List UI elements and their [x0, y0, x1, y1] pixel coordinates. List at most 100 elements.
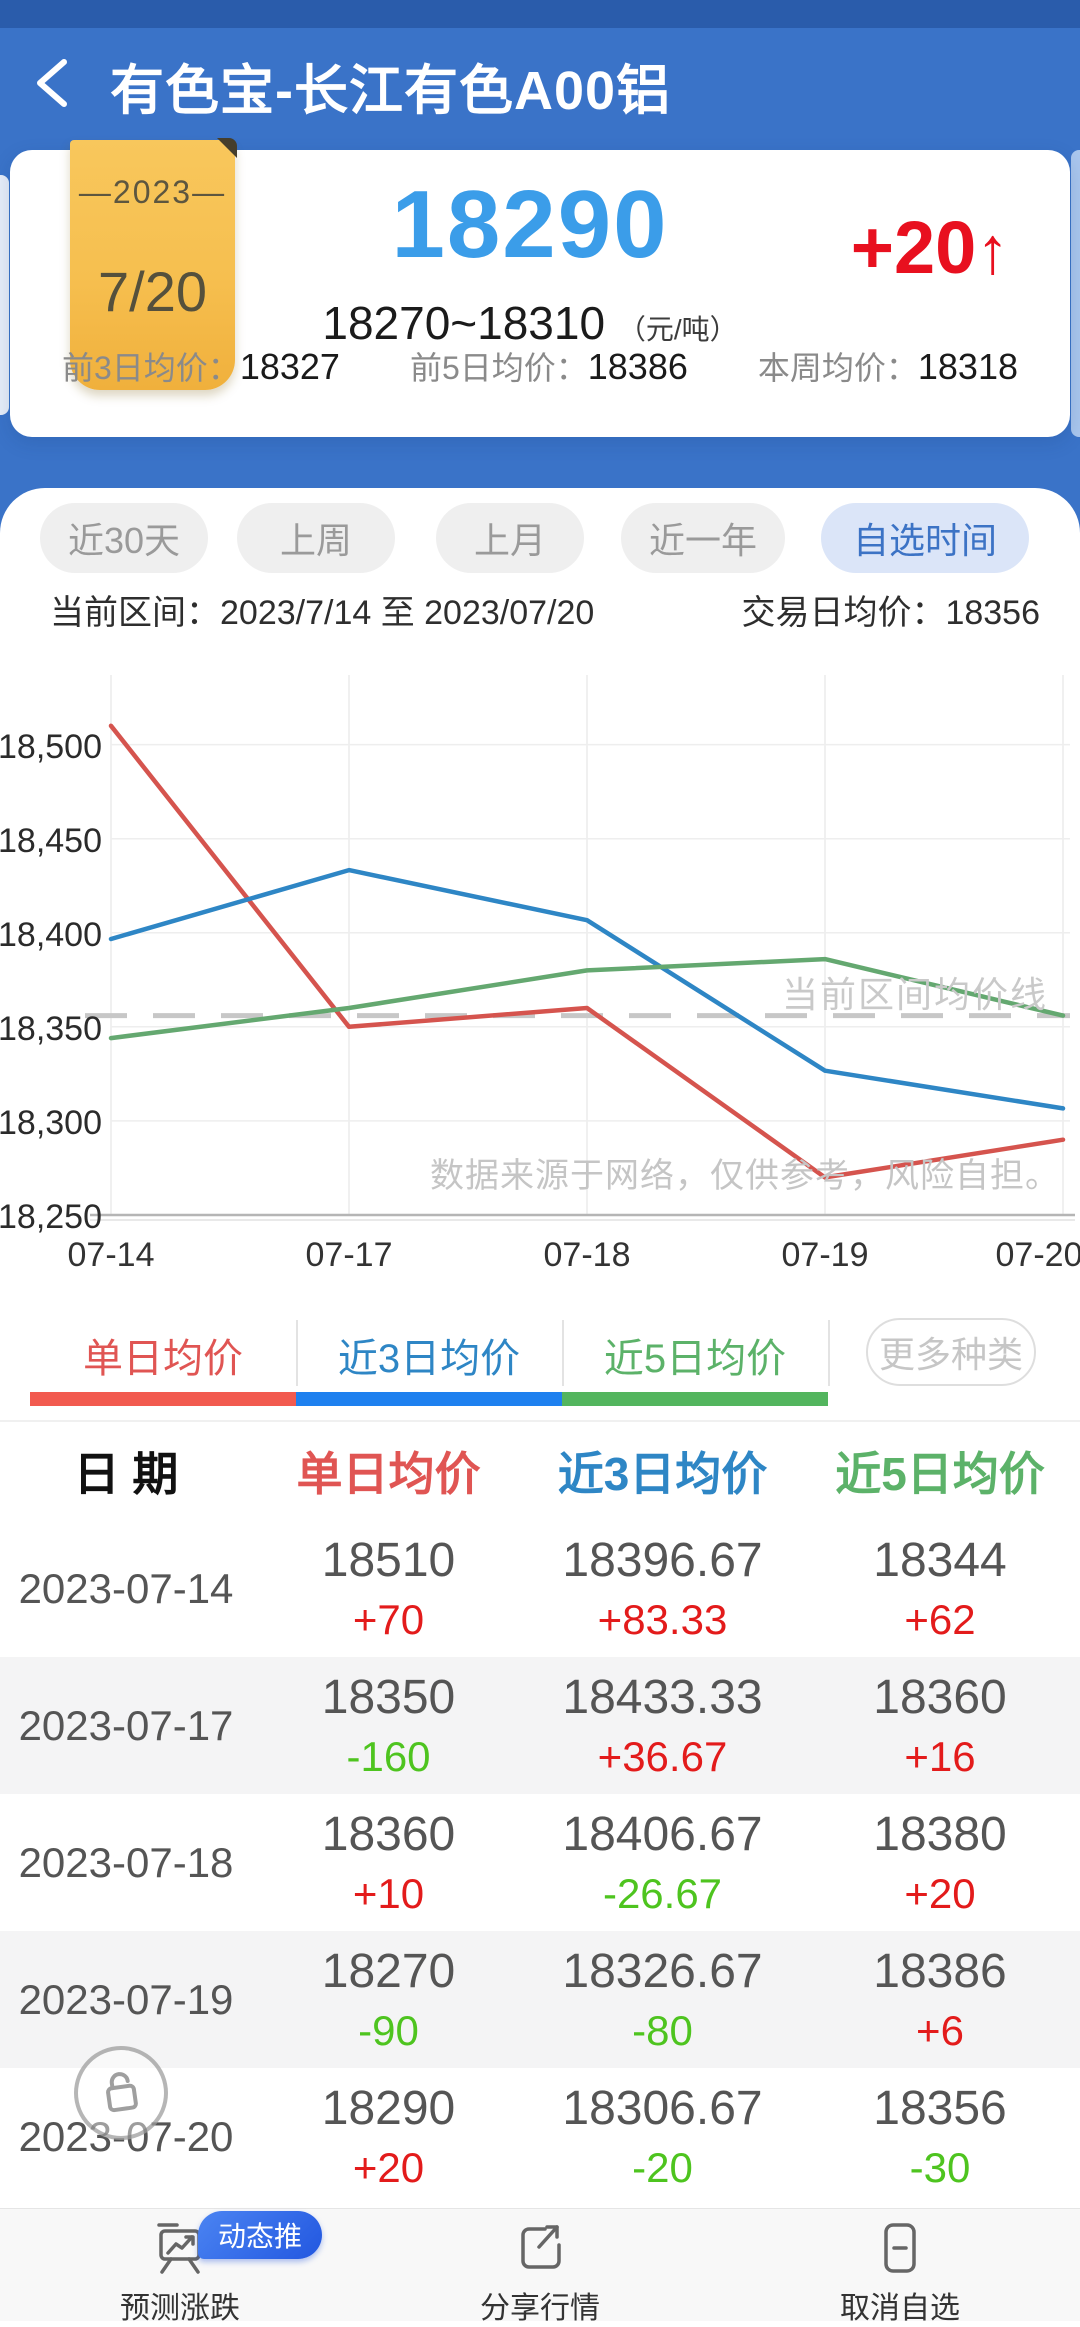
nav-label: 预测涨跌	[120, 2292, 240, 2325]
x-axis-tick: 07-17	[305, 1236, 393, 1274]
cell-change: +6	[916, 2007, 964, 2054]
up-arrow-icon: ↑	[976, 213, 1010, 287]
cell-value: 18406.67	[562, 1808, 763, 1861]
y-axis-tick: 18,250	[0, 1198, 102, 1236]
price-trend-chart[interactable]	[0, 655, 1080, 1305]
cell-change: +36.67	[597, 1733, 728, 1780]
stat-3day: 前3日均价：18327	[62, 346, 340, 387]
price-summary-card: —2023— 7/20 18290 18270~18310 （元/吨） +20↑…	[10, 138, 1070, 437]
cell-value: 18386	[873, 1945, 1007, 1998]
cell-change: +83.33	[597, 1596, 728, 1643]
average-stats-row: 前3日均价：18327 前5日均价：18386 本周均价：18318	[10, 343, 1070, 389]
nav-predict-button[interactable]: 预测涨跌 动态推	[70, 2211, 323, 2327]
status-bar	[0, 0, 1080, 28]
tab-custom-range[interactable]: 自选时间	[821, 503, 1029, 573]
trading-day-average: 交易日均价：18356	[741, 594, 1040, 632]
cell-change: +10	[352, 1870, 425, 1917]
ribbon-year: —2023—	[78, 174, 227, 210]
cell-value: 18326.67	[562, 1945, 763, 1998]
cell-change: +70	[352, 1596, 425, 1643]
average-line-label: 当前区间均价线	[781, 974, 1048, 1015]
tab-last-year[interactable]: 近一年	[621, 503, 785, 573]
price-change: +20↑	[850, 206, 1010, 289]
nav-label: 取消自选	[840, 2292, 960, 2325]
cell-value: 18270	[321, 1945, 456, 1998]
cell-change: -30	[909, 2144, 971, 2191]
table-row: 2023-07-17 18350 -160 18433.33 +36.67 1836…	[0, 1657, 1080, 1794]
price-unit: （元/吨）	[617, 314, 738, 345]
more-categories-button[interactable]: 更多种类	[866, 1318, 1036, 1386]
trend-board-icon	[70, 2217, 290, 2279]
cell-value: 18396.67	[562, 1534, 763, 1587]
share-icon	[430, 2217, 650, 2279]
cell-change: -90	[358, 2007, 419, 2054]
date-ribbon: —2023— 7/20	[70, 138, 237, 390]
row-date: 2023-07-17	[18, 1701, 234, 1749]
cell-value: 18356	[873, 2082, 1007, 2135]
cell-change: +20	[352, 2144, 425, 2191]
table-row: 2023-07-14 18510 +70 18396.67 +83.33 18344…	[0, 1520, 1080, 1657]
cell-value: 18360	[873, 1671, 1007, 1724]
legend-3day-average[interactable]: 近3日均价	[337, 1337, 521, 1381]
prev-card-peek[interactable]	[0, 175, 9, 415]
dynamic-push-badge: 动态推	[198, 2211, 323, 2259]
stat-5day: 前5日均价：18386	[409, 346, 688, 387]
row-date: 2023-07-14	[18, 1564, 234, 1612]
cell-change: -160	[346, 1733, 431, 1780]
y-axis-tick: 18,350	[0, 1010, 102, 1048]
y-axis-tick: 18,300	[0, 1104, 102, 1142]
table-row: 2023-07-19 18270 -90 18326.67 -80 18386 +6	[0, 1931, 1080, 2068]
legend-5day-average[interactable]: 近5日均价	[603, 1337, 787, 1381]
legend-bar-blue	[296, 1392, 562, 1406]
cell-value: 18306.67	[562, 2082, 763, 2135]
lock-icon	[95, 2065, 147, 2122]
row-date: 2023-07-19	[18, 1975, 234, 2023]
tab-last-30-days[interactable]: 近30天	[40, 503, 208, 573]
tab-last-month[interactable]: 上月	[436, 503, 584, 573]
cell-value: 18380	[873, 1808, 1007, 1861]
back-arrow-icon	[26, 54, 84, 117]
cell-value: 18510	[321, 1534, 456, 1587]
column-header-daily: 单日均价	[296, 1448, 481, 1500]
table-header-row: 日 期 单日均价 近3日均价 近5日均价	[0, 1420, 1080, 1520]
cell-change: -80	[632, 2007, 693, 2054]
table-row: 2023-07-20 18290+20 18306.67-20 18356-30	[0, 2068, 1080, 2205]
cell-value: 18360	[321, 1808, 456, 1861]
back-button[interactable]	[0, 28, 110, 143]
cell-value: 18433.33	[562, 1671, 763, 1724]
column-header-3day: 近3日均价	[557, 1448, 768, 1500]
legend-bar-red	[30, 1392, 296, 1406]
stat-week: 本周均价：18318	[757, 346, 1018, 387]
current-price: 18290	[391, 171, 669, 278]
price-table: 日 期 单日均价 近3日均价 近5日均价 2023-07-14 18510 +70…	[0, 1420, 1080, 2205]
row-date: 2023-07-18	[18, 1838, 234, 1886]
cell-change: -20	[632, 2144, 693, 2191]
nav-remove-favorite-button[interactable]: 取消自选	[790, 2217, 1010, 2327]
price-range: 18270~18310 （元/吨）	[322, 297, 738, 349]
disclaimer-watermark: 数据来源于网络，仅供参考，风险自担。	[430, 1157, 1060, 1195]
nav-share-button[interactable]: 分享行情	[430, 2217, 650, 2327]
legend-divider	[828, 1320, 830, 1386]
x-axis-tick: 07-20	[995, 1236, 1080, 1274]
cell-value: 18350	[321, 1671, 456, 1724]
nav-label: 分享行情	[480, 2292, 600, 2325]
screen-lock-fab[interactable]	[74, 2046, 168, 2140]
x-axis-tick: 07-18	[543, 1236, 631, 1274]
app-bar: 有色宝-长江有色A00铝	[0, 28, 1080, 143]
column-header-date: 日 期	[73, 1448, 179, 1500]
bottom-nav: 预测涨跌 动态推 分享行情 取消自选	[0, 2208, 1080, 2325]
tab-last-week[interactable]: 上周	[237, 503, 395, 573]
column-header-5day: 近5日均价	[835, 1448, 1045, 1500]
y-axis-tick: 18,500	[0, 728, 102, 766]
legend-daily-average[interactable]: 单日均价	[83, 1337, 243, 1381]
next-card-peek[interactable]	[1071, 150, 1080, 437]
cell-change: -26.67	[602, 1870, 723, 1917]
cell-change: +62	[904, 1596, 976, 1643]
y-axis-tick: 18,400	[0, 916, 102, 954]
ribbon-date: 7/20	[98, 260, 207, 323]
cell-value: 18344	[873, 1534, 1007, 1587]
legend-divider	[296, 1320, 298, 1386]
x-axis-tick: 07-19	[781, 1236, 869, 1274]
remove-favorite-icon	[790, 2217, 1010, 2279]
table-row: 2023-07-18 18360 +10 18406.67 -26.67 18380…	[0, 1794, 1080, 1931]
